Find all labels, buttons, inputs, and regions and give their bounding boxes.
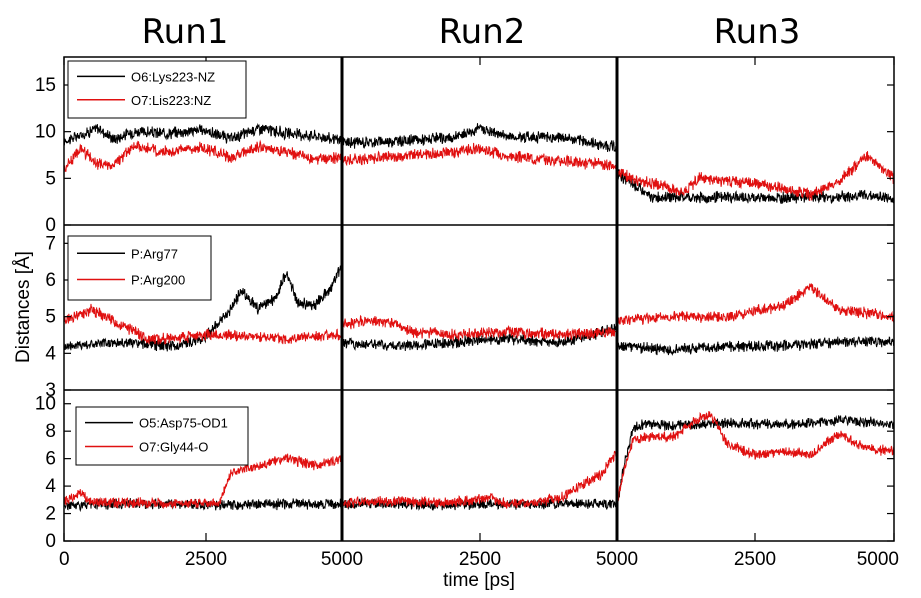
trace-panel1-series1-run2 — [341, 123, 618, 153]
x-tick-label: 5000 — [596, 549, 638, 570]
x-ticks: 0 2500 5000 2500 5000 2500 5000 — [59, 57, 899, 570]
y-axis-label: Distances [Å] — [13, 251, 34, 363]
y-tick-label: 6 — [45, 270, 56, 291]
run2-title: Run2 — [439, 12, 526, 52]
trace-panel2-series2-run2 — [341, 314, 618, 341]
legend-panel3: O5:Asp75-OD1 O7:Gly44-O — [75, 406, 249, 466]
legend-label: O5:Asp75-OD1 — [139, 416, 228, 431]
x-tick-label: 2500 — [459, 549, 501, 570]
frame-border — [63, 56, 895, 542]
y-tick-label: 5 — [45, 168, 56, 189]
y-tick-label: 10 — [35, 122, 56, 143]
legend-panel2: P:Arg77 P:Arg200 — [67, 235, 212, 301]
y-tick-label: 4 — [45, 343, 56, 364]
trace-panel3-series2-run3 — [616, 411, 894, 502]
trace-panel1-series2-run1 — [64, 139, 343, 173]
x-tick-label: 0 — [59, 549, 70, 570]
legend-box — [67, 235, 212, 301]
trace-panel2-series1-run3 — [616, 336, 894, 357]
y-tick-label: 15 — [35, 75, 56, 96]
legend-label: O6:Lys223-NZ — [131, 69, 215, 84]
trace-panel3-series2-run1 — [64, 453, 343, 509]
x-tick-label: 5000 — [321, 549, 363, 570]
trace-panel1-series2-run2 — [341, 142, 618, 171]
trace-panel2-series2-run3 — [616, 283, 894, 326]
run1-title: Run1 — [142, 12, 229, 52]
x-tick-label: 2500 — [734, 549, 776, 570]
y-tick-label: 5 — [45, 307, 56, 328]
run3-title: Run3 — [714, 12, 801, 52]
trace-panel1-series2-run3 — [616, 151, 894, 202]
y-tick-label: 0 — [45, 531, 56, 552]
trace-panel1-series1-run1 — [64, 122, 343, 146]
y-tick-label: 6 — [45, 449, 56, 470]
y-tick-label: 3 — [45, 380, 56, 401]
y-tick-label: 2 — [45, 504, 56, 525]
y-tick-label: 4 — [45, 476, 56, 497]
y-tick-label: 8 — [45, 421, 56, 442]
legend-label: O7:Gly44-O — [139, 439, 208, 454]
trace-layer — [64, 122, 894, 513]
legend-label: P:Arg77 — [131, 246, 178, 261]
legend-box — [67, 60, 247, 119]
trace-panel2-series1-run2 — [341, 323, 618, 352]
trace-panel3-series2-run2 — [341, 450, 618, 509]
y-tick-label: 0 — [45, 215, 56, 236]
trace-panel2-series2-run1 — [64, 303, 343, 345]
legend-label: O7:Lis223:NZ — [131, 93, 211, 108]
trace-panel1-series1-run3 — [616, 169, 894, 205]
x-axis-label: time [ps] — [443, 570, 515, 591]
legends: O6:Lys223-NZ O7:Lis223:NZ P:Arg77 P:Arg200 O… — [67, 60, 249, 466]
y-tick-label: 7 — [45, 233, 56, 254]
y-tick-label: 10 — [35, 394, 56, 415]
plot-frame — [63, 56, 895, 542]
legend-label: P:Arg200 — [131, 273, 185, 288]
legend-box — [75, 406, 249, 466]
x-tick-label: 5000 — [857, 549, 899, 570]
trace-panel3-series1-run3 — [616, 414, 894, 507]
x-tick-label: 2500 — [185, 549, 227, 570]
legend-panel1: O6:Lys223-NZ O7:Lis223:NZ — [67, 60, 247, 119]
